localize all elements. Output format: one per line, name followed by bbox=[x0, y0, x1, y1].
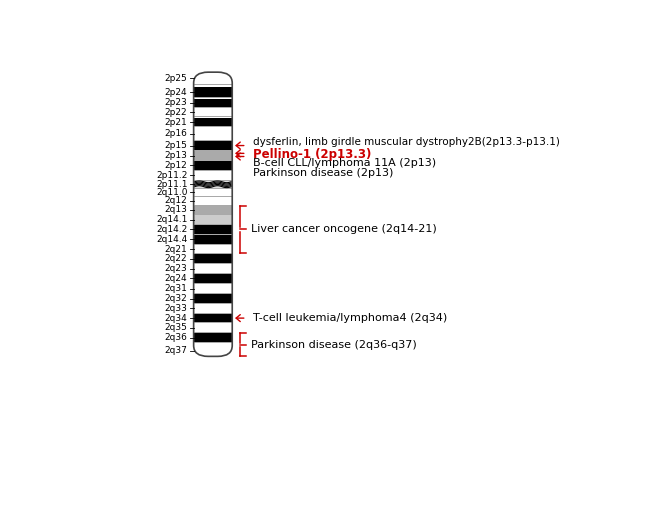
Bar bbox=[194, 206, 232, 214]
Text: 2p21: 2p21 bbox=[165, 118, 187, 127]
Bar bbox=[194, 314, 232, 322]
Text: 2q32: 2q32 bbox=[165, 294, 187, 303]
Text: 2q23: 2q23 bbox=[165, 264, 187, 273]
Bar bbox=[194, 235, 232, 243]
Bar bbox=[194, 161, 232, 170]
Text: 2p23: 2p23 bbox=[165, 98, 187, 107]
Text: 2p13: 2p13 bbox=[165, 151, 187, 160]
Text: dysferlin, limb girdle muscular dystrophy2B(2p13.3-p13.1): dysferlin, limb girdle muscular dystroph… bbox=[253, 137, 560, 148]
Text: 2q14.1: 2q14.1 bbox=[156, 215, 187, 224]
Bar bbox=[194, 108, 232, 116]
Bar bbox=[194, 152, 232, 160]
Text: B-cell CLL/lymphoma 11A (2p13): B-cell CLL/lymphoma 11A (2p13) bbox=[253, 158, 436, 168]
Bar bbox=[194, 345, 232, 356]
Bar bbox=[194, 128, 232, 140]
Bar bbox=[194, 274, 232, 282]
Text: Parkinson disease (2p13): Parkinson disease (2p13) bbox=[253, 168, 393, 178]
Text: 2q34: 2q34 bbox=[165, 314, 187, 322]
Text: Parkinson disease (2q36-q37): Parkinson disease (2q36-q37) bbox=[251, 340, 417, 350]
Text: 2p15: 2p15 bbox=[165, 141, 187, 150]
Bar bbox=[194, 294, 232, 303]
Bar bbox=[194, 180, 232, 188]
Bar bbox=[194, 189, 232, 196]
Bar bbox=[194, 171, 232, 179]
Text: 2q36: 2q36 bbox=[165, 333, 187, 342]
Text: Pellino-1 (2p13.3): Pellino-1 (2p13.3) bbox=[253, 149, 371, 161]
Bar bbox=[194, 264, 232, 273]
Bar bbox=[194, 141, 232, 150]
Bar bbox=[194, 323, 232, 332]
Bar bbox=[194, 197, 232, 205]
Bar bbox=[194, 215, 232, 224]
Text: 2q37: 2q37 bbox=[165, 346, 187, 355]
Text: 2p11.1: 2p11.1 bbox=[156, 179, 187, 189]
Text: 2q31: 2q31 bbox=[165, 284, 187, 294]
Bar bbox=[194, 87, 232, 97]
Text: 2p22: 2p22 bbox=[165, 108, 187, 117]
Bar bbox=[194, 72, 232, 84]
Bar bbox=[194, 304, 232, 313]
Text: 2q11.0: 2q11.0 bbox=[156, 188, 187, 197]
Text: 2p25: 2p25 bbox=[165, 74, 187, 83]
Text: 2q22: 2q22 bbox=[165, 255, 187, 263]
Text: 2q13: 2q13 bbox=[165, 205, 187, 214]
Text: 2p11.2: 2p11.2 bbox=[156, 171, 187, 179]
Bar bbox=[194, 118, 232, 126]
Bar bbox=[194, 255, 232, 263]
Text: 2q14.2: 2q14.2 bbox=[156, 225, 187, 234]
Text: 2q12: 2q12 bbox=[165, 197, 187, 205]
Text: 2q14.4: 2q14.4 bbox=[156, 235, 187, 244]
Text: 2p16: 2p16 bbox=[165, 129, 187, 138]
Bar bbox=[194, 99, 232, 106]
Text: 2q35: 2q35 bbox=[165, 323, 187, 333]
Bar bbox=[194, 225, 232, 234]
Text: 2q24: 2q24 bbox=[165, 274, 187, 283]
Text: 2q33: 2q33 bbox=[165, 304, 187, 313]
Bar bbox=[194, 333, 232, 342]
Text: 2q21: 2q21 bbox=[165, 244, 187, 254]
Text: 2p24: 2p24 bbox=[165, 88, 187, 96]
Text: Liver cancer oncogene (2q14-21): Liver cancer oncogene (2q14-21) bbox=[251, 225, 437, 235]
Text: 2p12: 2p12 bbox=[165, 161, 187, 170]
Text: T-cell leukemia/lymphoma4 (2q34): T-cell leukemia/lymphoma4 (2q34) bbox=[253, 313, 447, 323]
Bar bbox=[194, 245, 232, 254]
Bar bbox=[194, 284, 232, 293]
